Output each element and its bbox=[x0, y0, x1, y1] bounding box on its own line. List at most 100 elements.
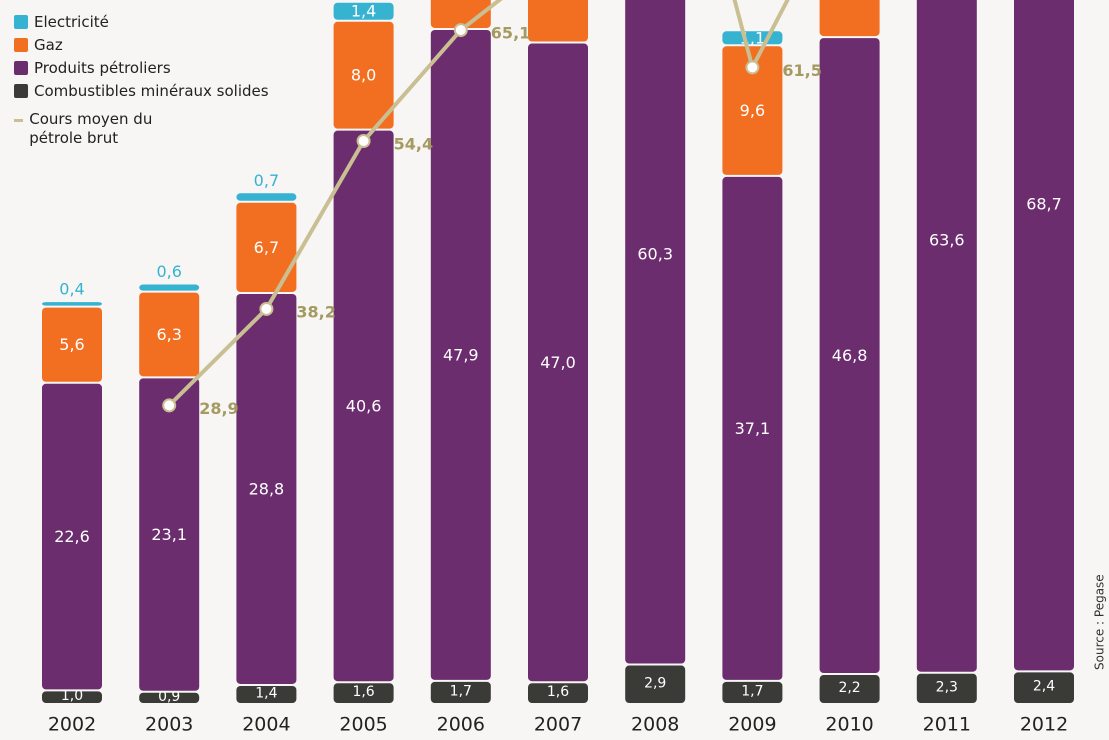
data-label: 1,0 bbox=[61, 688, 83, 704]
data-label: 2,2 bbox=[838, 680, 860, 696]
data-label: 68,7 bbox=[1026, 194, 1062, 213]
source: Source : Pegase bbox=[1093, 574, 1107, 670]
legend-swatch bbox=[14, 60, 28, 75]
data-label: 60,3 bbox=[637, 245, 673, 264]
legend-label: Cours moyen du pétrole brut bbox=[29, 110, 153, 147]
data-label: 0,7 bbox=[254, 171, 279, 190]
data-label: 1,4 bbox=[255, 685, 277, 701]
data-label: 23,1 bbox=[151, 525, 187, 544]
bar-segment bbox=[42, 302, 102, 306]
bar-segment bbox=[430, 29, 491, 680]
data-label: 6,7 bbox=[254, 238, 279, 257]
bar-segment bbox=[139, 692, 200, 703]
line bbox=[167, 0, 790, 407]
data-label: 1,7 bbox=[741, 683, 763, 699]
legend-swatch bbox=[14, 37, 28, 52]
line-label: 61,5 bbox=[782, 61, 821, 80]
legend-swatch bbox=[14, 119, 24, 122]
data-label: 22,6 bbox=[54, 527, 90, 546]
line-point bbox=[453, 23, 468, 38]
data-label: 47,9 bbox=[443, 345, 479, 364]
data-label: 8,0 bbox=[351, 66, 376, 85]
data-label: 5,6 bbox=[59, 335, 84, 354]
data-label: 0,6 bbox=[156, 262, 181, 281]
bar-segment bbox=[430, 0, 491, 28]
bar-segment bbox=[333, 683, 394, 703]
legend: Electricité Gaz Produits pétroliers Combust… bbox=[14, 10, 269, 148]
bar-segment bbox=[139, 292, 200, 377]
data-label: 37,1 bbox=[735, 419, 771, 438]
line-label: 65,1 bbox=[491, 24, 530, 43]
bar-segment bbox=[722, 681, 783, 703]
bar-segment bbox=[42, 691, 102, 703]
legend-label: Combustibles minéraux solides bbox=[34, 81, 269, 100]
data-label: 28,8 bbox=[249, 479, 285, 498]
legend-label: Produits pétroliers bbox=[34, 58, 171, 77]
data-label: 1,7 bbox=[450, 683, 472, 699]
line-point bbox=[356, 134, 371, 148]
data-label: 0,4 bbox=[59, 280, 84, 299]
bar-segment bbox=[333, 130, 394, 682]
bar-segment bbox=[819, 0, 880, 37]
bar-segment bbox=[333, 2, 394, 20]
bar-segment bbox=[236, 202, 297, 292]
data-label: 0,9 bbox=[158, 689, 180, 705]
x-tick-label: 2012 bbox=[1020, 714, 1068, 736]
x-tick-label: 2010 bbox=[825, 714, 873, 736]
bar-segment bbox=[722, 46, 783, 175]
bar-segment bbox=[528, 43, 588, 682]
data-label: 63,6 bbox=[929, 230, 965, 249]
bar-segment bbox=[42, 307, 102, 382]
bar-segment bbox=[722, 176, 783, 680]
x-tick-label: 2002 bbox=[48, 714, 96, 736]
x-tick-label: 2003 bbox=[145, 714, 193, 736]
line-label: 28,9 bbox=[199, 399, 238, 418]
bar-segment bbox=[625, 665, 686, 703]
data-label: 2,4 bbox=[1033, 679, 1055, 695]
x-tick-label: 2007 bbox=[534, 714, 582, 736]
legend-item: Cours moyen du pétrole brut bbox=[14, 110, 154, 148]
legend-label: Gaz bbox=[34, 35, 63, 54]
line-point bbox=[162, 398, 177, 413]
bar-segment bbox=[236, 193, 297, 201]
data-label: 1,6 bbox=[352, 684, 374, 700]
data-label: 2,9 bbox=[644, 675, 666, 691]
legend-item: Gaz bbox=[14, 33, 269, 56]
bar-segment bbox=[1014, 0, 1074, 671]
line-point bbox=[259, 301, 274, 316]
data-label: 40,6 bbox=[346, 396, 382, 415]
bar-segment bbox=[430, 681, 491, 703]
data-label: 9,6 bbox=[740, 101, 765, 120]
bar-segment bbox=[139, 378, 200, 691]
bar-segment bbox=[819, 675, 880, 703]
x-tick-label: 2004 bbox=[242, 714, 290, 736]
line-label: 38,2 bbox=[296, 302, 335, 321]
bar-segment bbox=[528, 0, 588, 42]
bar-segment bbox=[625, 0, 686, 664]
bar-segment bbox=[819, 38, 880, 674]
bar-segment bbox=[916, 0, 977, 672]
x-tick-label: 2005 bbox=[339, 714, 387, 736]
x-tick-label: 2011 bbox=[923, 714, 971, 736]
data-label: 1,6 bbox=[547, 684, 569, 700]
bar-segment bbox=[236, 293, 297, 684]
bar-segment bbox=[1014, 672, 1074, 703]
data-label: 1,4 bbox=[351, 2, 376, 21]
bar-segment bbox=[236, 685, 297, 703]
legend-swatch bbox=[14, 83, 28, 98]
legend-item: Produits pétroliers bbox=[14, 56, 269, 79]
data-label: 47,0 bbox=[540, 353, 576, 372]
bar-segment bbox=[528, 683, 588, 703]
legend-item: Combustibles minéraux solides bbox=[14, 79, 269, 102]
data-label: 6,3 bbox=[156, 325, 181, 344]
bar-segment bbox=[42, 383, 102, 690]
x-tick-label: 2009 bbox=[728, 714, 776, 736]
x-tick-label: 2006 bbox=[437, 714, 485, 736]
line-point bbox=[745, 60, 760, 75]
legend-label: Electricité bbox=[34, 12, 109, 31]
bar-segment bbox=[139, 284, 200, 291]
legend-item: Electricité bbox=[14, 10, 269, 33]
x-tick-label: 2008 bbox=[631, 714, 679, 736]
